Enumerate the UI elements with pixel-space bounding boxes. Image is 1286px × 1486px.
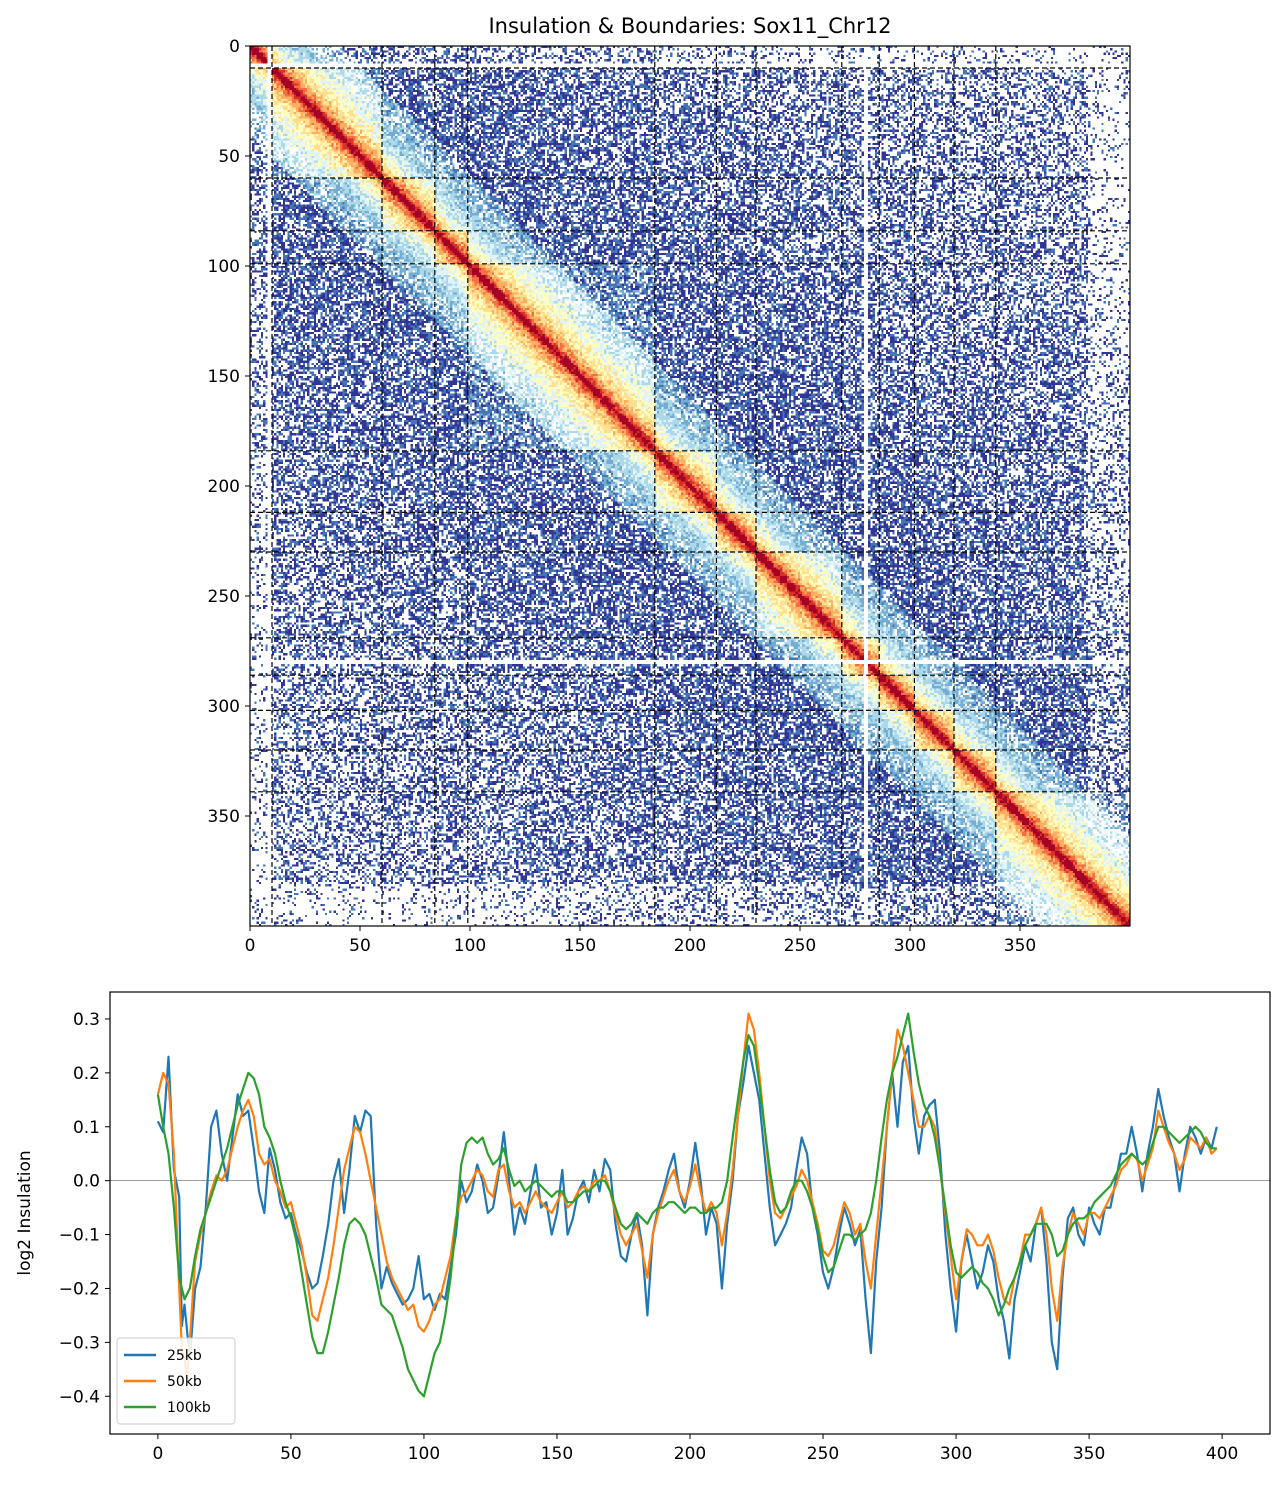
contact-map-panel: Insulation & Boundaries: Sox11_Chr12 0 50… xyxy=(208,14,1131,956)
heatmap-x-axis: 0 50 100 150 200 250 300 350 xyxy=(245,926,1036,956)
y-tick-label: 100 xyxy=(208,257,240,277)
y-tick-label: 0.0 xyxy=(73,1172,100,1192)
y-tick-label: 350 xyxy=(208,807,240,827)
x-tick-label: 400 xyxy=(1206,1444,1238,1464)
insulation-panel: 0 50 100 150 200 250 300 350 400 −0.4−0.3−0.2−0.… xyxy=(15,991,1271,1464)
x-tick-label: 50 xyxy=(280,1444,302,1464)
legend-label-50kb: 50kb xyxy=(167,1374,202,1390)
heatmap-y-axis: 0 50 100 150 200 250 300 350 xyxy=(208,37,250,827)
x-tick-label: 50 xyxy=(349,936,371,956)
x-tick-label: 300 xyxy=(894,936,926,956)
x-tick-label: 250 xyxy=(807,1444,839,1464)
heatmap-title: Insulation & Boundaries: Sox11_Chr12 xyxy=(488,14,891,39)
y-tick-label: −0.4 xyxy=(59,1387,100,1407)
y-tick-label: 0.2 xyxy=(73,1064,100,1084)
plot-area xyxy=(110,992,1270,1434)
x-tick-label: 300 xyxy=(940,1444,972,1464)
legend-box xyxy=(116,1337,236,1425)
y-tick-label: 250 xyxy=(208,587,240,607)
y-tick-label: 0.3 xyxy=(73,1010,100,1030)
y-tick-label: 200 xyxy=(208,477,240,497)
insulation-series xyxy=(156,1012,1218,1398)
x-tick-label: 100 xyxy=(454,936,486,956)
contact-map-heatmap[interactable] xyxy=(250,46,1130,926)
y-tick-label: 0 xyxy=(229,37,240,57)
x-tick-label: 250 xyxy=(784,936,816,956)
contact-map-image xyxy=(250,46,1130,926)
line-x-axis: 0 50 100 150 200 250 300 350 400 xyxy=(152,1434,1238,1464)
y-tick-label: −0.1 xyxy=(59,1226,100,1246)
x-tick-label: 100 xyxy=(408,1444,440,1464)
y-tick-label: −0.3 xyxy=(59,1333,100,1353)
x-tick-label: 200 xyxy=(674,1444,706,1464)
x-tick-label: 0 xyxy=(245,936,256,956)
y-tick-label: 50 xyxy=(218,147,240,167)
x-tick-label: 350 xyxy=(1073,1444,1105,1464)
y-axis-label: log2 Insulation xyxy=(15,1150,35,1275)
x-tick-label: 150 xyxy=(541,1444,573,1464)
legend-label-100kb: 100kb xyxy=(167,1400,211,1416)
series-line-50kb[interactable] xyxy=(156,1012,1218,1382)
legend: 25kb 50kb 100kb xyxy=(116,1337,236,1425)
x-tick-label: 200 xyxy=(674,936,706,956)
line-y-axis: −0.4 −0.3 −0.2 −0.1 0.0 0.1 0.2 0.3 xyxy=(59,1010,110,1407)
y-tick-label: 300 xyxy=(208,697,240,717)
series-line-100kb[interactable] xyxy=(156,1012,1217,1398)
x-tick-label: 0 xyxy=(152,1444,163,1464)
legend-label-25kb: 25kb xyxy=(167,1348,202,1364)
tad-boundary-lines xyxy=(250,46,1130,926)
x-tick-label: 350 xyxy=(1004,936,1036,956)
y-tick-label: 150 xyxy=(208,367,240,387)
x-tick-label: 150 xyxy=(564,936,596,956)
y-tick-label: 0.1 xyxy=(73,1118,100,1138)
y-tick-label: −0.2 xyxy=(59,1279,100,1299)
